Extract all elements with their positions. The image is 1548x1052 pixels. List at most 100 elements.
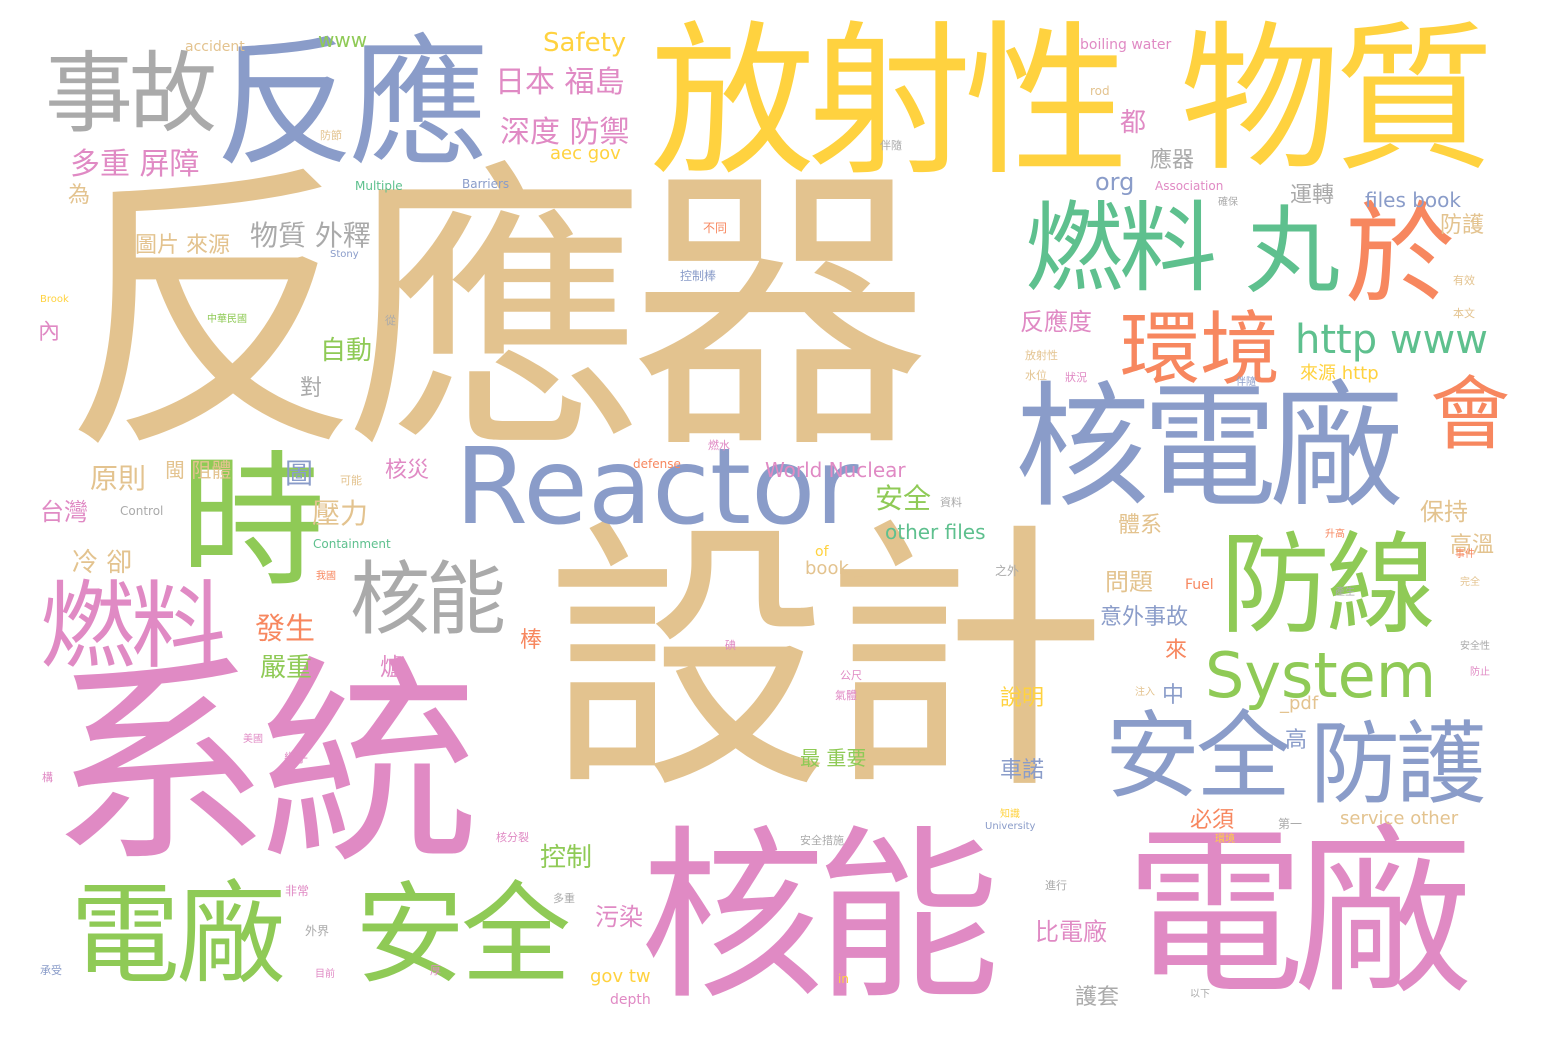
cloud-word: 棒: [520, 628, 543, 653]
cloud-word: 中: [1162, 683, 1185, 708]
cloud-word: 事故: [45, 42, 217, 145]
cloud-word: 目前: [315, 969, 335, 980]
cloud-word: 完全: [1460, 577, 1480, 588]
cloud-word: 應器: [1150, 148, 1195, 173]
cloud-word: 丸: [1245, 197, 1341, 307]
cloud-word: 意外事故: [1100, 605, 1189, 630]
cloud-word: 原則: [90, 462, 147, 495]
cloud-word: 比電廠: [1035, 918, 1107, 946]
cloud-word: 反應: [215, 23, 489, 186]
cloud-word: Barriers: [462, 177, 510, 191]
cloud-word: files book: [1365, 188, 1461, 212]
cloud-word: 之外: [995, 564, 1020, 578]
cloud-word: Reactor: [455, 426, 859, 548]
cloud-word: 外界: [305, 924, 330, 938]
cloud-word: 日本 福島: [495, 65, 625, 100]
cloud-word: 燃料: [1025, 192, 1217, 306]
cloud-word: 本文: [1453, 307, 1475, 320]
cloud-word: 都: [1120, 108, 1147, 138]
cloud-word: 問題: [1105, 568, 1153, 596]
cloud-word: 保持: [1420, 498, 1468, 526]
cloud-word: 核分裂: [496, 831, 529, 844]
cloud-word: 反應器: [62, 140, 930, 489]
cloud-word: 防線: [1220, 521, 1436, 649]
cloud-word: 中華民國: [207, 314, 247, 325]
cloud-word: Association: [1155, 179, 1224, 193]
cloud-word: 閩 阻體: [165, 458, 232, 482]
cloud-word: 時: [180, 438, 325, 607]
cloud-word: 電廠: [1125, 810, 1473, 1019]
cloud-word: accident: [185, 39, 245, 55]
cloud-word: 台灣: [40, 498, 88, 526]
cloud-word: 控制棒: [680, 269, 717, 283]
cloud-word: 事件: [1455, 549, 1475, 560]
cloud-word: 多重 屏障: [70, 147, 200, 182]
cloud-word: 進行: [1045, 879, 1067, 892]
cloud-word: 設計: [545, 496, 1107, 828]
cloud-word: 必須: [1190, 808, 1235, 833]
cloud-word: 最 重要: [800, 746, 867, 770]
cloud-word: 水位: [1025, 369, 1047, 382]
cloud-word: 車諾: [1000, 758, 1045, 783]
cloud-word: 放射性: [650, 6, 1129, 198]
cloud-word: 資料: [940, 496, 962, 509]
cloud-word: 防節: [320, 129, 342, 142]
cloud-word: 污染: [595, 903, 643, 931]
cloud-word: 美國: [243, 734, 263, 745]
cloud-word: 物質: [1180, 6, 1494, 193]
cloud-word: 發生: [255, 612, 315, 647]
cloud-word: 安全性: [1460, 641, 1490, 652]
cloud-word: 環境: [1215, 834, 1235, 845]
cloud-word: 公尺: [840, 669, 862, 682]
cloud-word: 高: [1285, 728, 1308, 753]
cloud-word: Fuel: [1185, 577, 1214, 593]
cloud-word: 控制: [540, 843, 593, 873]
cloud-word: 核災: [385, 458, 430, 483]
cloud-word: System: [1205, 639, 1437, 712]
cloud-word: _pdf: [1280, 693, 1319, 714]
cloud-word: 圖片 來源: [135, 233, 230, 258]
cloud-word: 圖: [285, 457, 314, 490]
cloud-word: www: [318, 28, 368, 52]
cloud-word: 構: [42, 771, 53, 784]
cloud-word: 第一: [1278, 817, 1303, 831]
cloud-word: 厚: [430, 964, 441, 977]
cloud-word: 壓力: [312, 497, 369, 530]
cloud-word: 運轉: [1290, 183, 1335, 208]
cloud-word: 我國: [316, 571, 336, 582]
cloud-word: 升高: [1325, 529, 1345, 540]
cloud-word: 產生: [1335, 587, 1355, 598]
cloud-word: 有效: [1453, 274, 1475, 287]
cloud-word: gov tw: [590, 966, 651, 987]
cloud-word: boiling water: [1080, 37, 1172, 53]
cloud-word: 安全: [355, 871, 571, 999]
cloud-word: 自動: [320, 336, 373, 366]
cloud-word: 承受: [40, 964, 62, 977]
cloud-word: 燃水: [708, 439, 730, 452]
cloud-word: 對: [300, 376, 323, 401]
cloud-word: 環境: [1120, 303, 1280, 396]
cloud-word: 為: [68, 183, 91, 208]
cloud-word: 注入: [1135, 687, 1155, 698]
cloud-word: 伴隨: [880, 139, 902, 152]
cloud-word: 物質 外釋: [250, 219, 371, 252]
cloud-word: 燃料: [40, 572, 226, 682]
cloud-word: 系統: [50, 637, 480, 893]
cloud-word: World Nuclear: [765, 458, 906, 482]
cloud-word: 深度 防禦: [500, 115, 630, 150]
cloud-word: 於: [1345, 191, 1455, 319]
cloud-word: 內: [38, 320, 61, 345]
cloud-word: 從: [385, 314, 396, 327]
cloud-word: Stony: [330, 249, 359, 260]
cloud-word: 防止: [1470, 667, 1490, 678]
cloud-word: 說明: [1000, 686, 1045, 711]
cloud-word: 核電廠: [1015, 369, 1404, 526]
cloud-word: Control: [120, 504, 164, 518]
cloud-word: 來: [1165, 638, 1188, 663]
cloud-word: 非常: [285, 884, 310, 898]
cloud-word: 確保: [1218, 197, 1238, 208]
cloud-word: Containment: [313, 537, 391, 551]
cloud-word: 狀況: [1065, 371, 1087, 384]
cloud-word: 高溫: [1450, 533, 1495, 558]
